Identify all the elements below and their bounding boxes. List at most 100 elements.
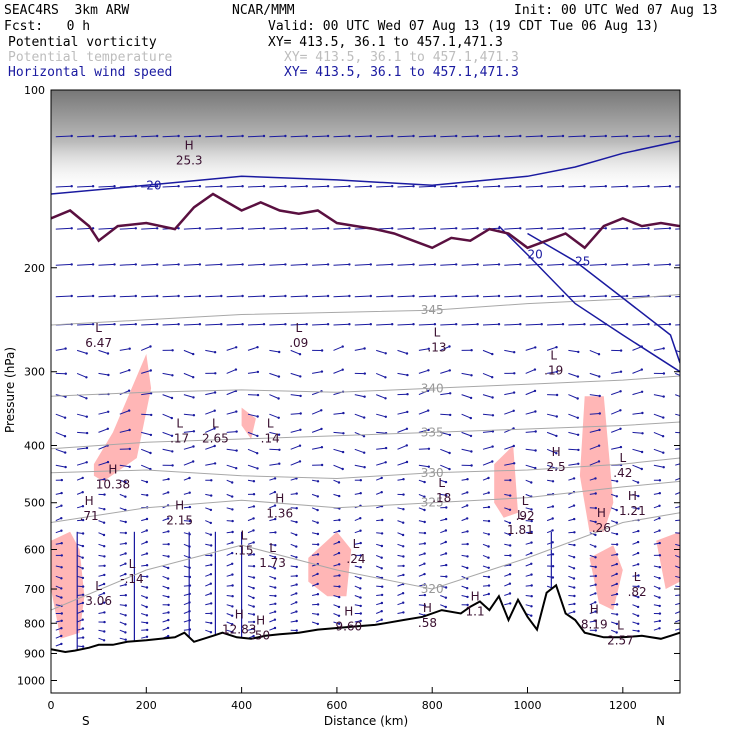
- wind-vector-head: [342, 411, 345, 415]
- wind-vector: [461, 394, 472, 399]
- wind-vector: [269, 448, 280, 451]
- wind-vector-head: [423, 480, 426, 484]
- field-pv-name: Potential vorticity: [8, 35, 157, 50]
- hl-marker-type: L: [295, 321, 302, 335]
- wind-vector: [418, 185, 435, 188]
- wind-vector-head: [533, 389, 537, 393]
- wind-vector-head: [625, 185, 629, 188]
- wind-vector: [675, 519, 680, 522]
- wind-vector: [183, 394, 194, 398]
- wind-vector-head: [128, 409, 131, 412]
- wind-vector-head: [491, 396, 494, 399]
- wind-vector-head: [192, 460, 195, 463]
- hl-marker-value: .13: [427, 341, 446, 355]
- wind-vector: [461, 295, 478, 298]
- wind-vector: [418, 410, 429, 415]
- wind-vector-head: [167, 587, 170, 590]
- wind-vector-head: [337, 605, 341, 609]
- wind-vector-head: [170, 396, 174, 400]
- wind-vector-head: [455, 134, 458, 138]
- wind-vector: [418, 323, 435, 326]
- wind-vector-head: [81, 532, 85, 535]
- wind-vector: [632, 323, 649, 326]
- wind-vector-head: [668, 227, 672, 230]
- wind-vector: [141, 392, 152, 396]
- wind-vector: [77, 323, 94, 326]
- wind-vector-head: [487, 519, 491, 523]
- wind-vector: [675, 136, 680, 138]
- wind-vector-head: [534, 449, 537, 452]
- wind-vector-head: [619, 427, 622, 430]
- wind-vector-head: [637, 563, 640, 566]
- wind-vector: [611, 323, 628, 326]
- wind-vector: [675, 324, 680, 326]
- hl-marker-type: H: [275, 491, 284, 505]
- wind-vector: [162, 185, 179, 188]
- wind-vector-head: [455, 263, 458, 266]
- wind-vector-head: [509, 602, 512, 605]
- pv-shading-layer: [51, 90, 680, 639]
- wind-vector-head: [555, 434, 558, 438]
- wind-vector: [546, 431, 557, 437]
- wind-vector: [397, 428, 408, 433]
- wind-vector-head: [145, 480, 149, 484]
- wind-vector-head: [299, 428, 302, 431]
- wind-vector-head: [241, 263, 244, 266]
- wind-vector: [547, 295, 564, 298]
- wind-vector-head: [213, 409, 216, 412]
- wind-vector: [461, 185, 478, 188]
- wind-vector-head: [509, 479, 512, 482]
- wind-vector-head: [476, 185, 479, 188]
- wind-vector-head: [508, 533, 512, 536]
- wind-vector-head: [491, 352, 494, 356]
- wind-vector-head: [63, 435, 67, 438]
- wind-vector: [119, 464, 130, 468]
- wind-vector-head: [320, 409, 323, 412]
- wind-vector: [205, 295, 222, 298]
- wind-vector: [312, 227, 329, 230]
- wind-vector-head: [316, 613, 320, 616]
- wind-vector: [547, 371, 557, 374]
- wind-vector-head: [362, 435, 366, 438]
- wind-vector-head: [583, 294, 586, 298]
- wind-vector: [632, 412, 643, 415]
- wind-vector-head: [134, 294, 137, 298]
- wind-vector: [247, 371, 258, 374]
- wind-vector-head: [423, 572, 426, 576]
- wind-vector: [162, 263, 179, 266]
- wind-vector-head: [177, 134, 180, 138]
- wind-vector-head: [470, 450, 473, 453]
- wind-vector-head: [470, 464, 473, 467]
- wind-vector: [440, 346, 450, 351]
- wind-vector: [354, 295, 371, 298]
- wind-vector-head: [647, 227, 650, 230]
- wind-vector-head: [295, 601, 298, 604]
- wind-vector: [55, 464, 66, 468]
- wind-vector-head: [530, 605, 533, 608]
- wind-vector: [525, 431, 536, 433]
- wind-vector: [98, 185, 115, 188]
- wind-vector-head: [658, 492, 661, 495]
- wind-vector: [547, 263, 564, 266]
- wind-vector: [376, 413, 386, 418]
- wind-vector-head: [149, 369, 152, 372]
- wind-vector-head: [299, 412, 302, 415]
- wind-vector-head: [124, 631, 127, 634]
- wind-vector: [119, 348, 130, 351]
- wind-vector-head: [363, 451, 366, 454]
- wind-vector: [504, 349, 515, 353]
- wind-vector-head: [448, 451, 451, 455]
- wind-vector-head: [690, 323, 692, 325]
- wind-vector-head: [295, 565, 298, 569]
- hl-marker-value: 2.5: [547, 460, 566, 474]
- wind-vector: [354, 348, 365, 351]
- wind-vector-head: [213, 391, 217, 394]
- wind-vector: [183, 227, 200, 230]
- wind-vector: [333, 263, 350, 266]
- wind-vector: [440, 295, 457, 298]
- wind-vector-head: [113, 263, 116, 266]
- wind-vector-head: [320, 349, 324, 352]
- wind-vector-head: [530, 541, 533, 544]
- wind-vector-head: [444, 540, 447, 544]
- y-tick-label: 200: [24, 262, 45, 275]
